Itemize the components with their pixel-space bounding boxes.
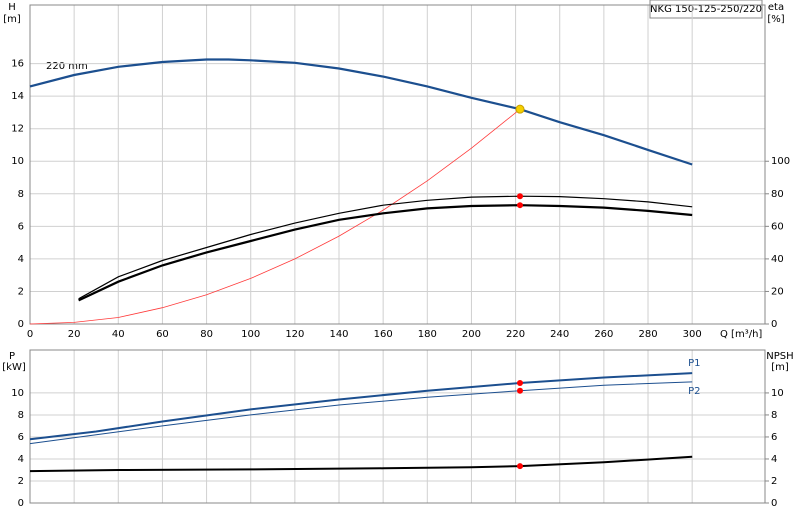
duty-point xyxy=(515,104,525,114)
y-label-unit: [m] xyxy=(3,14,21,25)
y-tick-label: 0 xyxy=(18,498,24,509)
y-tick-label: 0 xyxy=(18,319,24,330)
y2-label: eta xyxy=(768,2,784,13)
curve-label: P1 xyxy=(688,358,700,369)
y2-label-unit: [m] xyxy=(771,362,789,373)
curve-label: P2 xyxy=(688,386,700,397)
y-tick-label: 8 xyxy=(18,189,24,200)
x-tick-label: 180 xyxy=(418,329,437,340)
y-tick-label: 12 xyxy=(11,124,24,135)
y2-label: NPSH xyxy=(766,351,793,362)
y-tick-label: 2 xyxy=(18,476,24,487)
y2-tick-label: 40 xyxy=(771,254,784,265)
x-tick-label: 300 xyxy=(683,329,702,340)
plot-frame xyxy=(29,349,766,504)
y2-label-unit: [%] xyxy=(767,14,784,25)
y2-tick-label: 2 xyxy=(771,476,777,487)
plot-frame xyxy=(29,4,766,325)
y2-tick-label: 10 xyxy=(771,388,784,399)
y-label: H xyxy=(8,2,16,13)
x-tick-label: 0 xyxy=(27,329,33,340)
y2-tick-label: 8 xyxy=(771,410,777,421)
y-tick-label: 4 xyxy=(18,254,24,265)
y2-tick-label: 60 xyxy=(771,221,784,232)
x-tick-label: 40 xyxy=(112,329,125,340)
x-tick-label: 260 xyxy=(594,329,613,340)
y2-tick-label: 0 xyxy=(771,319,777,330)
chart-title: NKG 150-125-250/220 xyxy=(650,4,762,15)
curve xyxy=(29,455,693,473)
x-tick-label: 60 xyxy=(156,329,169,340)
curve xyxy=(78,195,693,300)
x-tick-label: 80 xyxy=(200,329,213,340)
duty-point xyxy=(517,387,523,394)
y2-tick-label: 0 xyxy=(771,498,777,509)
x-tick-label: 160 xyxy=(374,329,393,340)
duty-point xyxy=(517,193,523,200)
y-tick-label: 2 xyxy=(18,286,24,297)
duty-point xyxy=(517,202,523,209)
y-tick-label: 6 xyxy=(18,221,24,232)
annotation: 220 mm xyxy=(46,61,88,72)
y-tick-label: 10 xyxy=(11,156,24,167)
x-tick-label: 140 xyxy=(329,329,348,340)
curve xyxy=(29,108,521,325)
x-tick-label: 120 xyxy=(285,329,304,340)
duty-point xyxy=(517,380,523,387)
y-tick-label: 10 xyxy=(11,388,24,399)
curve xyxy=(29,372,693,441)
curve xyxy=(29,58,693,166)
x-tick-label: 240 xyxy=(550,329,569,340)
y-tick-label: 8 xyxy=(18,410,24,421)
y-tick-label: 14 xyxy=(11,91,24,102)
duty-point xyxy=(517,463,523,470)
y-tick-label: 6 xyxy=(18,432,24,443)
x-tick-label: 100 xyxy=(241,329,260,340)
y-tick-label: 16 xyxy=(11,59,24,70)
y2-tick-label: 100 xyxy=(771,156,790,167)
y2-tick-label: 20 xyxy=(771,286,784,297)
curve xyxy=(29,381,693,445)
y2-tick-label: 80 xyxy=(771,189,784,200)
x-label: Q [m³/h] xyxy=(720,329,762,340)
x-tick-label: 20 xyxy=(68,329,81,340)
y-label-unit: [kW] xyxy=(2,362,26,373)
curve xyxy=(78,204,693,302)
x-tick-label: 200 xyxy=(462,329,481,340)
y2-tick-label: 6 xyxy=(771,432,777,443)
y-tick-label: 4 xyxy=(18,454,24,465)
x-tick-label: 220 xyxy=(506,329,525,340)
y2-tick-label: 4 xyxy=(771,454,777,465)
x-tick-label: 280 xyxy=(638,329,657,340)
y-label: P xyxy=(9,351,15,362)
